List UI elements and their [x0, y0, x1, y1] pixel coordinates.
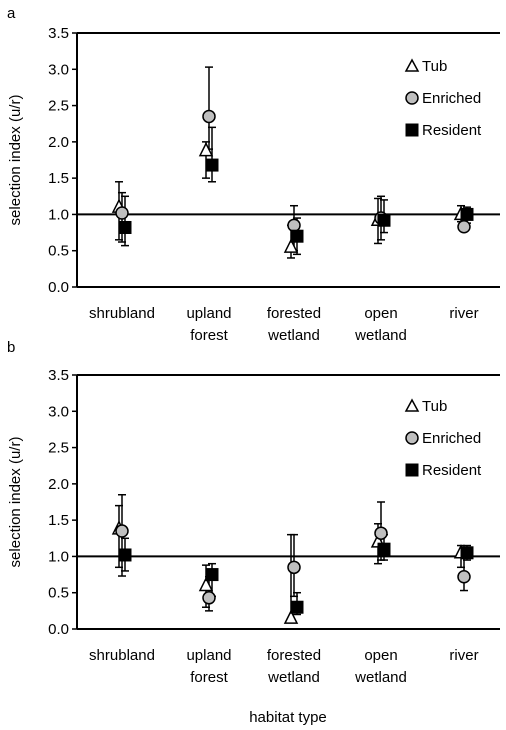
y-tick-label: 2.5: [48, 440, 69, 457]
point-enriched: [115, 524, 129, 538]
legend-marker-resident: [405, 123, 419, 137]
point-tub: [283, 238, 299, 253]
y-tick-label: 0.0: [48, 279, 69, 296]
legend-marker-resident: [405, 463, 419, 477]
y-tick-label: 2.0: [48, 476, 69, 493]
legend-marker-tub: [404, 398, 420, 412]
x-category-label: wetland: [267, 669, 320, 686]
x-category-label: upland: [186, 305, 231, 322]
legend-label: Enriched: [422, 90, 481, 107]
y-tick-label: 3.0: [48, 61, 69, 78]
x-category-label: forested: [267, 647, 321, 664]
point-resident: [118, 548, 132, 562]
y-tick-label: 1.0: [48, 206, 69, 223]
panel-letter: a: [7, 5, 16, 22]
legend-marker-enriched: [405, 431, 419, 445]
y-tick-label: 2.0: [48, 134, 69, 151]
x-category-label: wetland: [267, 327, 320, 344]
y-tick-label: 0.5: [48, 585, 69, 602]
y-tick-label: 3.0: [48, 403, 69, 420]
point-enriched: [202, 109, 216, 124]
x-category-label: forested: [267, 305, 321, 322]
point-resident: [460, 207, 474, 221]
legend-label: Enriched: [422, 430, 481, 447]
panel-a: a 0.0 0.5 1.0 1.5 2.0 2.5 3.0 3.5 selection index…: [7, 5, 500, 344]
y-tick-label: 0.5: [48, 243, 69, 260]
x-category-label: upland: [186, 647, 231, 664]
point-tub: [283, 609, 299, 624]
legend-marker-enriched: [405, 91, 419, 105]
point-resident: [118, 220, 132, 234]
y-tick-label: 0.0: [48, 621, 69, 638]
legend-label: Resident: [422, 122, 482, 139]
x-category-label: open: [364, 647, 397, 664]
x-category-label: open: [364, 305, 397, 322]
point-resident: [205, 158, 219, 172]
point-enriched: [287, 560, 301, 575]
legend-label: Tub: [422, 398, 447, 415]
point-resident: [377, 542, 391, 556]
point-enriched: [374, 526, 388, 540]
point-enriched: [457, 220, 471, 234]
x-category-label: shrubland: [89, 305, 155, 322]
point-enriched: [115, 206, 129, 220]
x-category-label: wetland: [354, 669, 407, 686]
y-tick-label: 3.5: [48, 25, 69, 42]
x-category-label: forest: [190, 669, 228, 686]
y-tick-label: 1.5: [48, 512, 69, 529]
point-enriched: [287, 218, 301, 233]
point-enriched: [457, 569, 471, 584]
y-axis-title: selection index (u/r): [7, 95, 24, 226]
y-tick-label: 3.5: [48, 367, 69, 384]
panel-letter: b: [7, 339, 15, 356]
point-tub: [198, 576, 214, 592]
y-tick-label: 2.5: [48, 98, 69, 115]
point-resident: [290, 229, 304, 243]
point-resident: [205, 568, 219, 582]
x-category-label: river: [449, 647, 478, 664]
legend-label: Resident: [422, 462, 482, 479]
y-axis-title: selection index (u/r): [7, 437, 24, 568]
legend-label: Tub: [422, 58, 447, 75]
x-category-label: forest: [190, 327, 228, 344]
point-resident: [377, 213, 391, 227]
panel-b: b 0.0 0.5 1.0 1.5 2.0 2.5 3.0 3.5 selection index…: [7, 339, 500, 686]
point-tub: [198, 141, 214, 157]
y-tick-label: 1.0: [48, 548, 69, 565]
y-tick-label: 1.5: [48, 170, 69, 187]
x-category-label: shrubland: [89, 647, 155, 664]
x-category-label: river: [449, 305, 478, 322]
point-resident: [290, 600, 304, 614]
legend-marker-tub: [404, 58, 420, 72]
x-axis-title: habitat type: [249, 709, 327, 726]
point-enriched: [202, 591, 216, 605]
point-resident: [460, 546, 474, 560]
x-category-label: wetland: [354, 327, 407, 344]
